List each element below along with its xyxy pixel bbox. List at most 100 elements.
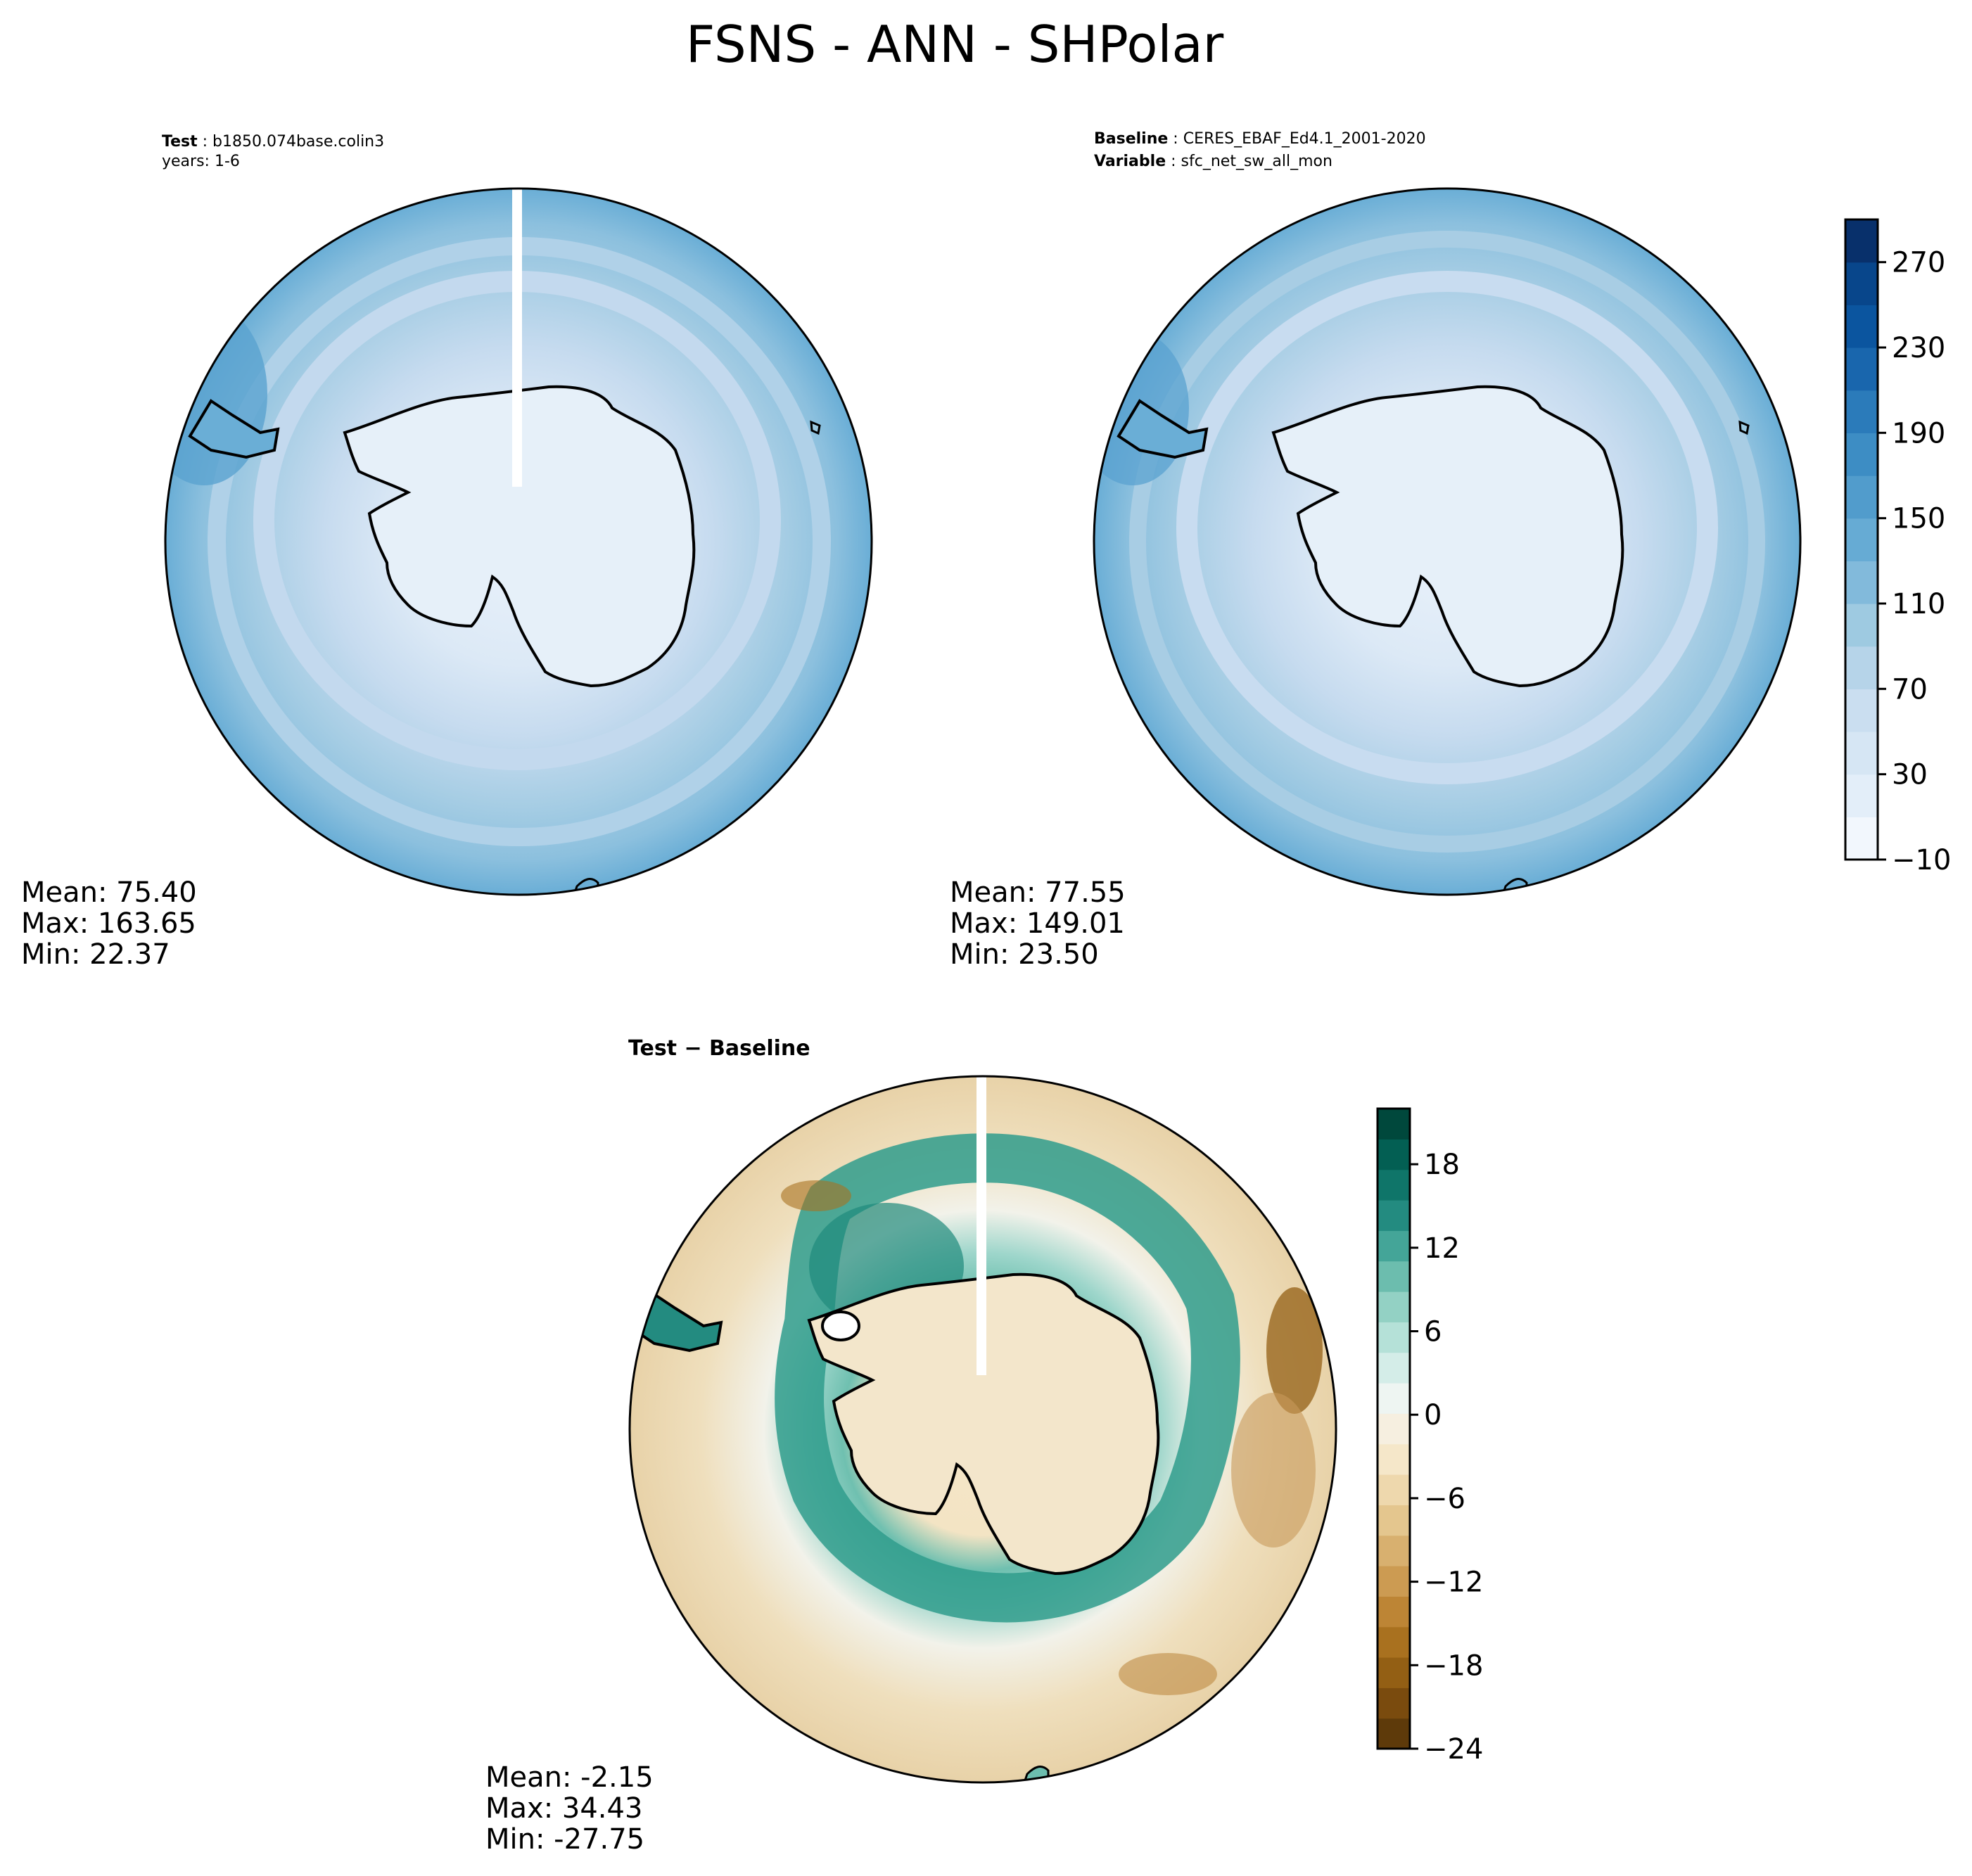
baseline-stat-min: Min: 23.50	[950, 938, 1099, 971]
test-meta-line-1: Test : b1850.074base.colin3	[162, 133, 384, 151]
island-outline	[810, 420, 821, 435]
antarctica-coast	[1271, 385, 1624, 688]
main-colorbar-segment	[1845, 476, 1878, 519]
diff-colorbar-frame	[1376, 1107, 1411, 1750]
main-colorbar-tick-label: −10	[1892, 844, 1951, 876]
test-missing-data-gap	[512, 189, 522, 487]
baseline-meta-key: Baseline	[1094, 130, 1168, 148]
diff-negative-region	[1231, 1393, 1316, 1548]
main-colorbar-tick-label: 70	[1892, 673, 1928, 706]
diff-colorbar-tick-label: 0	[1424, 1399, 1442, 1431]
test-meta-years: years: 1-6	[162, 153, 240, 170]
diff-colorbar-segment	[1378, 1535, 1410, 1566]
main-colorbar-tick-label: 230	[1892, 332, 1945, 364]
test-map	[165, 189, 872, 895]
diff-colorbar-tick-label: 6	[1424, 1316, 1442, 1348]
baseline-meta-value: CERES_EBAF_Ed4.1_2001-2020	[1183, 130, 1426, 148]
diff-masked-area	[821, 1310, 860, 1341]
main-colorbar-tick-label: 30	[1892, 759, 1928, 791]
main-colorbar-tick-label: 270	[1892, 247, 1945, 279]
baseline-contour-band	[1176, 271, 1718, 784]
diff-colorbar-segment	[1378, 1718, 1410, 1749]
figure-title: FSNS - ANN - SHPolar	[686, 15, 1224, 74]
diff-colorbar-segment	[1378, 1291, 1410, 1322]
diff-negative-region	[781, 1180, 851, 1211]
diff-negative-region	[1266, 1287, 1323, 1414]
main-colorbar-segment	[1845, 561, 1878, 604]
main-colorbar-segment	[1845, 219, 1878, 263]
main-colorbar: 270 230 190 150 110 70 30 −10	[1844, 218, 1951, 876]
main-colorbar-tick-label: 150	[1892, 503, 1945, 535]
diff-colorbar-segment	[1378, 1474, 1410, 1505]
diff-map	[630, 1076, 1336, 1782]
diff-colorbar-segment	[1378, 1261, 1410, 1292]
diff-missing-data-gap	[977, 1076, 986, 1375]
main-colorbar-segment	[1845, 604, 1878, 647]
diff-colorbar-segment	[1378, 1383, 1410, 1414]
diff-panel-title: Test − Baseline	[628, 1036, 810, 1061]
main-colorbar-segment	[1845, 817, 1878, 860]
baseline-stat-mean: Mean: 77.55	[950, 876, 1126, 909]
test-meta-sep: :	[198, 133, 212, 151]
test-map-boundary	[164, 187, 873, 896]
antarctica-coast	[807, 1272, 1160, 1576]
diff-colorbar-segment	[1378, 1322, 1410, 1353]
baseline-meta-line-1: Baseline : CERES_EBAF_Ed4.1_2001-2020	[1094, 130, 1426, 148]
main-colorbar-segment	[1845, 305, 1878, 348]
test-meta-key: Test	[162, 133, 198, 151]
diff-colorbar-tick-label: −24	[1424, 1733, 1483, 1766]
main-colorbar-segment	[1845, 689, 1878, 732]
diff-stat-min: Min: -27.75	[485, 1823, 644, 1856]
diff-panel: Test − Baseline Mean: -2.15 Max: 34.43 M…	[485, 1036, 1337, 1856]
diff-colorbar-segment	[1378, 1566, 1410, 1597]
main-colorbar-segment	[1845, 347, 1878, 391]
south-america-coast	[188, 399, 280, 459]
baseline-variable-value: sfc_net_sw_all_mon	[1181, 153, 1332, 170]
diff-map-boundary	[628, 1075, 1337, 1784]
main-colorbar-segment	[1845, 518, 1878, 561]
main-colorbar-tick-label: 190	[1892, 417, 1945, 449]
main-colorbar-segment	[1845, 262, 1878, 305]
test-meta-value: b1850.074base.colin3	[212, 133, 384, 151]
main-colorbar-segment	[1845, 732, 1878, 775]
diff-colorbar-segment	[1378, 1200, 1410, 1231]
diff-colorbar-segment	[1378, 1169, 1410, 1201]
diff-positive-ring	[775, 1133, 1240, 1623]
south-america-coast	[1117, 399, 1209, 459]
diff-stat-mean: Mean: -2.15	[485, 1761, 654, 1794]
diff-colorbar-segment	[1378, 1687, 1410, 1719]
main-colorbar-segment	[1845, 433, 1878, 476]
baseline-stat-max: Max: 149.01	[950, 907, 1125, 940]
test-stat-mean: Mean: 75.40	[21, 876, 197, 909]
diff-colorbar-segment	[1378, 1230, 1410, 1262]
diff-colorbar-tick-label: 18	[1424, 1149, 1460, 1181]
diff-colorbar-tick-label: −6	[1424, 1483, 1465, 1515]
baseline-high-region	[1094, 331, 1189, 485]
diff-colorbar-segment	[1378, 1413, 1410, 1445]
diff-colorbar-segment	[1378, 1139, 1410, 1170]
diff-colorbar-segment	[1378, 1505, 1410, 1536]
test-panel: Test : b1850.074base.colin3 years: 1-6 M…	[21, 133, 873, 971]
diff-colorbar-segment	[1378, 1443, 1410, 1475]
diff-colorbar-segment	[1378, 1596, 1410, 1628]
antarctica-coast	[343, 385, 696, 688]
baseline-panel: Baseline : CERES_EBAF_Ed4.1_2001-2020 Va…	[950, 130, 1802, 971]
diff-stat-max: Max: 34.43	[485, 1792, 642, 1825]
diff-colorbar-segment	[1378, 1657, 1410, 1688]
main-colorbar-segment	[1845, 646, 1878, 689]
diff-colorbar: 18 12 6 0 −6 −12 −18 −24	[1376, 1107, 1483, 1766]
main-colorbar-tick-label: 110	[1892, 588, 1945, 620]
test-stat-max: Max: 163.65	[21, 907, 196, 940]
diff-colorbar-tick-label: −18	[1424, 1650, 1483, 1682]
main-colorbar-frame	[1844, 218, 1879, 861]
main-colorbar-segment	[1845, 390, 1878, 433]
baseline-contour-band	[1129, 231, 1765, 853]
diff-negative-region	[1119, 1653, 1217, 1695]
diff-colorbar-segment	[1378, 1352, 1410, 1384]
island-outline	[1738, 420, 1750, 435]
diff-colorbar-tick-label: −12	[1424, 1566, 1483, 1599]
main-colorbar-segment	[1845, 774, 1878, 817]
baseline-meta-sep: :	[1166, 153, 1181, 170]
test-stat-min: Min: 22.37	[21, 938, 170, 971]
